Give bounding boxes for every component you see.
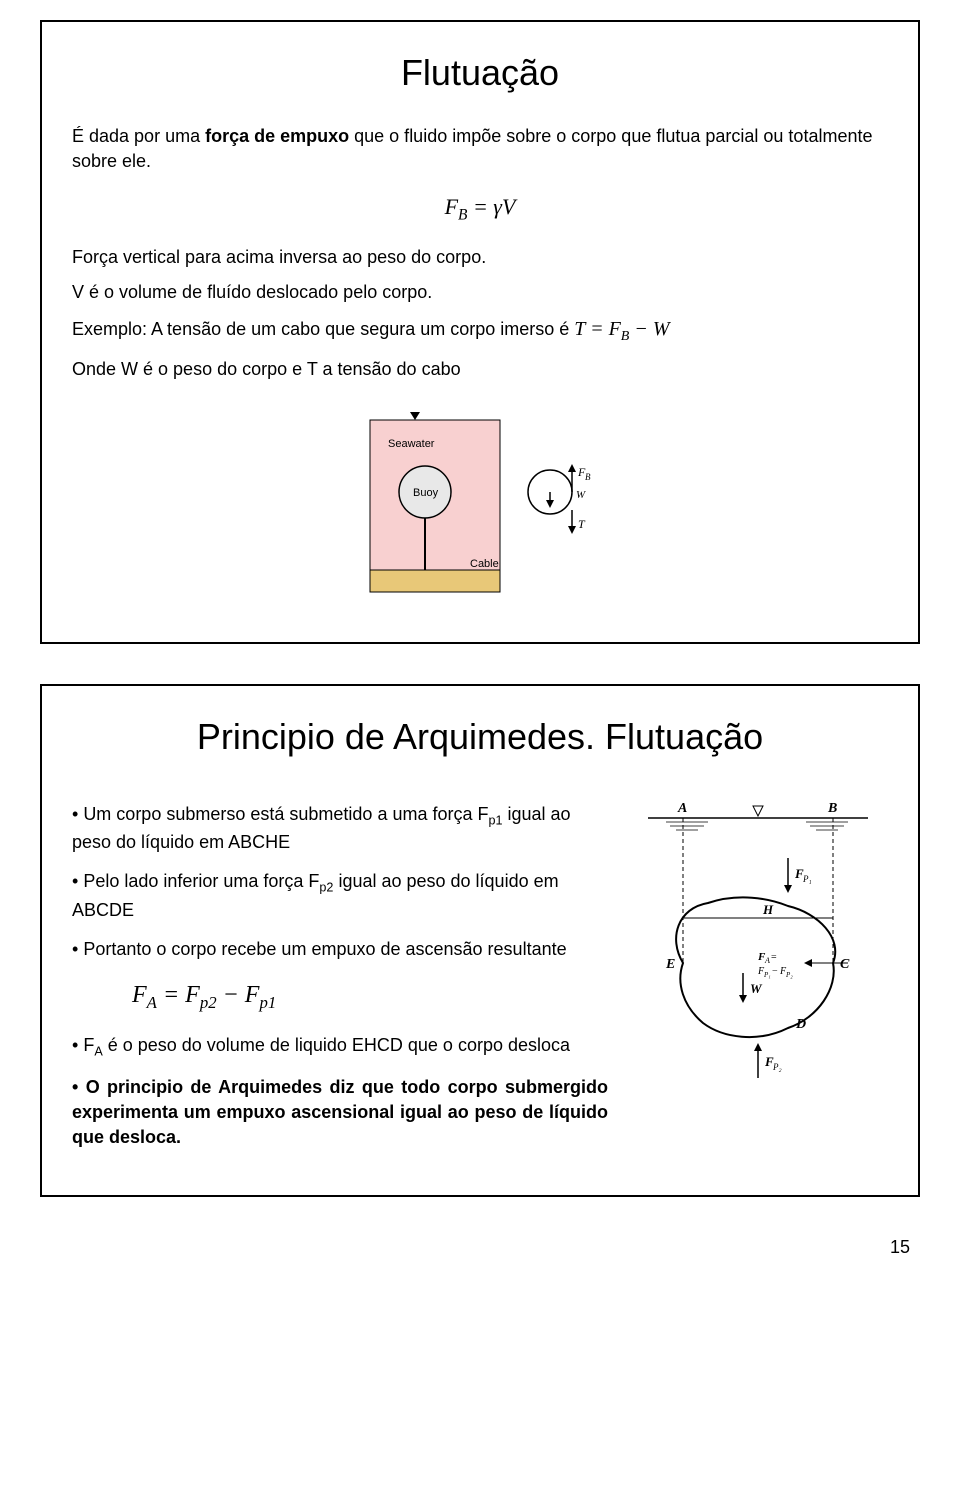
slide1-p1: É dada por uma força de empuxo que o flu… — [72, 124, 888, 174]
slide1-p4: Exemplo: A tensão de um cabo que segura … — [72, 315, 888, 347]
svg-text:P₁: P₁ — [763, 971, 771, 979]
slide1-formula1: FB = γV — [72, 194, 888, 224]
slide1-p1-pre: É dada por uma — [72, 126, 205, 146]
slide2-b2: Pelo lado inferior uma força Fp2 igual a… — [72, 869, 608, 922]
slide2-b1: Um corpo submerso está submetido a uma f… — [72, 802, 608, 855]
slide-arquimedes: Principio de Arquimedes. Flutuação Um co… — [40, 684, 920, 1197]
svg-text:B: B — [585, 472, 591, 482]
svg-text:=: = — [771, 952, 777, 963]
slide2-b5: O principio de Arquimedes diz que todo c… — [72, 1075, 608, 1151]
page-number: 15 — [0, 1237, 960, 1278]
slide1-p2: Força vertical para acima inversa ao pes… — [72, 245, 888, 270]
slide2-text-col: Um corpo submerso está submetido a uma f… — [72, 788, 608, 1165]
svg-text:P₂: P₂ — [772, 1062, 782, 1072]
slide1-p3: V é o volume de fluído deslocado pelo co… — [72, 280, 888, 305]
cable-label: Cable — [470, 558, 499, 570]
submerged-body-diagram: A B H F P₁ E C F — [628, 788, 888, 1088]
svg-text:P₁: P₁ — [802, 874, 812, 884]
slide1-p1-bold: força de empuxo — [205, 126, 349, 146]
slide1-p5: Onde W é o peso do corpo e T a tensão do… — [72, 357, 888, 382]
svg-text:−: − — [772, 966, 778, 977]
svg-text:A: A — [764, 956, 770, 965]
svg-text:H: H — [762, 902, 774, 917]
slide2-b3: Portanto o corpo recebe um empuxo de asc… — [72, 937, 608, 962]
slide2-formula: FA = Fp2 − Fp1 — [132, 982, 608, 1013]
slide1-p4-pre: Exemplo: A tensão de um cabo que segura … — [72, 319, 574, 339]
slide2-content-row: Um corpo submerso está submetido a uma f… — [72, 788, 888, 1165]
svg-text:P₂: P₂ — [785, 971, 793, 979]
svg-text:B: B — [827, 801, 837, 816]
slide2-diagram-col: A B H F P₁ E C F — [628, 788, 888, 1165]
seawater-label: Seawater — [388, 438, 435, 450]
svg-text:W: W — [750, 981, 763, 996]
svg-text:T: T — [578, 517, 586, 531]
buoy-diagram: Seawater Buoy Cable F B W T — [340, 402, 620, 602]
svg-text:E: E — [665, 957, 675, 972]
slide2-title: Principio de Arquimedes. Flutuação — [72, 716, 888, 758]
buoy-label: Buoy — [413, 487, 439, 499]
svg-text:A: A — [677, 801, 687, 816]
slide1-formula2: T = FB − W — [574, 318, 669, 340]
svg-text:D: D — [795, 1017, 806, 1032]
slide-flutuacao: Flutuação É dada por uma força de empuxo… — [40, 20, 920, 644]
svg-text:W: W — [576, 489, 586, 501]
slide1-title: Flutuação — [72, 52, 888, 94]
svg-text:C: C — [840, 957, 850, 972]
slide2-b4: FA é o peso do volume de liquido EHCD qu… — [72, 1033, 608, 1061]
